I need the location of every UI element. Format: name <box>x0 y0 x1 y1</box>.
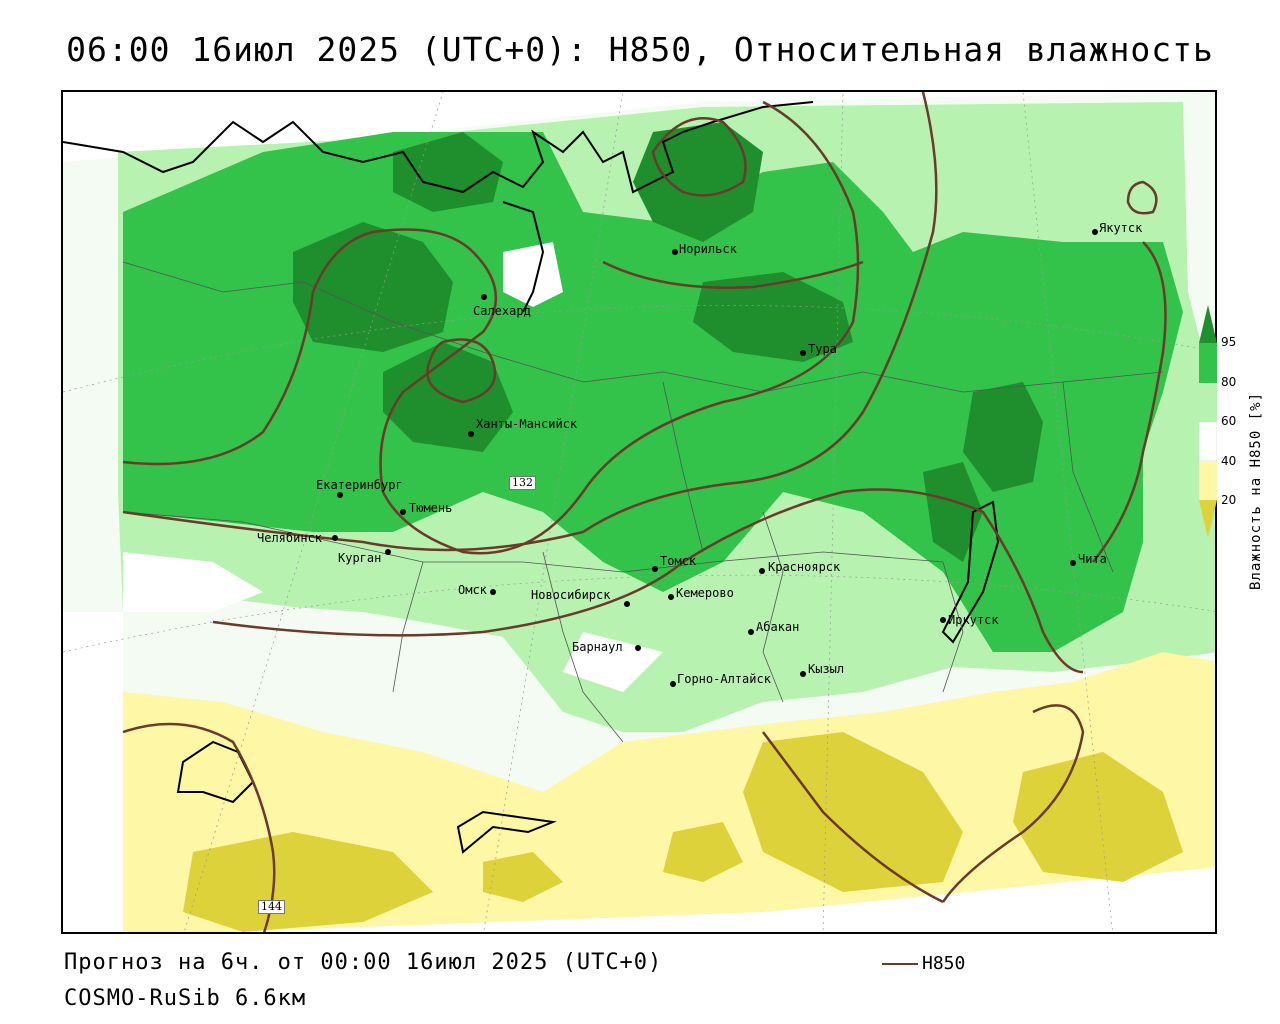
city-label-tura: Тура <box>808 342 837 356</box>
h850-legend-label: H850 <box>922 953 966 974</box>
forecast-info: Прогноз на 6ч. от 00:00 16июл 2025 (UTC+… <box>64 950 663 975</box>
colorbar-band-60 <box>1199 383 1217 422</box>
contour-label-132: 132 <box>509 476 536 490</box>
city-label-khanty-mansiysk: Ханты-Мансийск <box>476 417 578 431</box>
city-label-kemerovo: Кемерово <box>676 586 734 600</box>
map-title: 06:00 16июл 2025 (UTC+0): H850, Относите… <box>66 30 1214 69</box>
city-dot-tyumen <box>400 509 406 515</box>
contour-label-144: 144 <box>258 900 285 914</box>
city-dot-omsk <box>490 589 496 595</box>
city-label-salekhard: Салехард <box>473 304 531 318</box>
city-dot-yekaterinburg <box>337 492 343 498</box>
city-dot-kyzyl <box>800 671 806 677</box>
colorbar-title: Влажность на H850 [%] <box>1248 391 1264 590</box>
city-dot-barnaul <box>635 645 641 651</box>
colorbar-tick-20: 20 <box>1221 493 1237 507</box>
colorbar-tick-80: 80 <box>1221 375 1237 389</box>
city-dot-salekhard <box>481 294 487 300</box>
map-canvas <box>63 92 1215 932</box>
city-dot-novosibirsk <box>624 601 630 607</box>
admin-borders <box>122 261 1164 743</box>
colorbar-band-80 <box>1199 343 1217 383</box>
city-dot-krasnoyarsk <box>759 568 765 574</box>
city-label-irkutsk: Иркутск <box>948 613 999 627</box>
colorbar-tick-40: 40 <box>1221 454 1237 468</box>
humidity-zone-95 <box>293 122 1043 562</box>
city-dot-norilsk <box>672 249 678 255</box>
h850-contours <box>122 92 1167 932</box>
model-name: COSMO-RuSib 6.6км <box>64 986 307 1011</box>
city-label-yekaterinburg: Екатеринбург <box>316 478 403 492</box>
colorbar-tick-95: 95 <box>1221 335 1237 349</box>
city-dot-irkutsk <box>940 617 946 623</box>
city-label-abakan: Абакан <box>756 620 800 634</box>
city-label-krasnoyarsk: Красноярск <box>768 560 841 574</box>
colorbar-tick-60: 60 <box>1221 414 1237 428</box>
city-label-yakutsk: Якутск <box>1099 221 1143 235</box>
city-label-barnaul: Барнаул <box>572 640 623 654</box>
city-label-gorno-altaysk: Горно-Алтайск <box>677 672 771 686</box>
h850-legend-line <box>882 963 918 965</box>
city-label-tomsk: Томск <box>660 554 697 568</box>
coastlines <box>63 101 1000 854</box>
colorbar-bottom-triangle <box>1199 500 1217 538</box>
city-dot-tomsk <box>652 566 658 572</box>
city-dot-yakutsk <box>1092 229 1098 235</box>
city-dot-gorno-altaysk <box>670 681 676 687</box>
forecast-map[interactable]: 132 144 Якутск Норильск Салехард Тура Ха… <box>61 90 1217 934</box>
city-label-novosibirsk: Новосибирск <box>531 588 611 602</box>
city-dot-abakan <box>748 629 754 635</box>
city-label-chelyabinsk: Челябинск <box>257 531 323 545</box>
city-label-chita: Чита <box>1078 552 1107 566</box>
city-label-kyzyl: Кызыл <box>808 662 845 676</box>
city-label-omsk: Омск <box>458 583 487 597</box>
city-dot-kemerovo <box>668 594 674 600</box>
colorbar-canvas <box>1199 305 1217 538</box>
city-label-kurgan: Курган <box>338 551 382 565</box>
colorbar-top-triangle <box>1199 305 1217 343</box>
humidity-zone-20 <box>183 732 1183 932</box>
city-dot-tura <box>800 350 806 356</box>
city-label-tyumen: Тюмень <box>409 501 453 515</box>
city-dot-kurgan <box>385 549 391 555</box>
graticule <box>63 92 1215 932</box>
colorbar-band-40 <box>1199 421 1217 462</box>
city-dot-chelyabinsk <box>332 535 338 541</box>
city-dot-khanty-mansiysk <box>468 431 474 437</box>
city-label-norilsk: Норильск <box>679 242 737 256</box>
city-dot-chita <box>1070 560 1076 566</box>
colorbar-band-20 <box>1199 461 1217 500</box>
humidity-colorbar <box>1199 305 1217 538</box>
